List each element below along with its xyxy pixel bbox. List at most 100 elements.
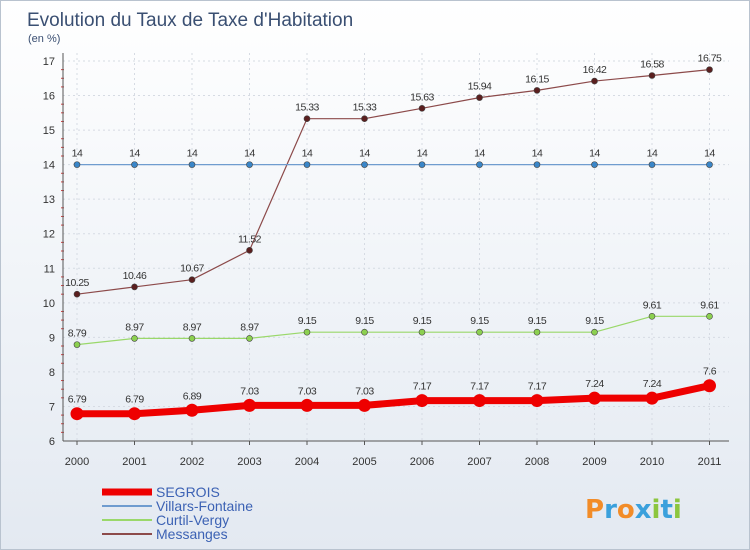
data-point-curtil-vergy [73,341,81,348]
brand-letter: P [585,495,604,525]
data-point-curtil-vergy [131,335,138,342]
series-group [70,66,716,421]
data-label-segrois: 6.89 [183,390,202,402]
chart-title: Evolution du Taux de Taxe d'Habitation [27,10,353,31]
data-label-segrois: 7.03 [355,385,374,397]
data-point-villars-fontaine [73,161,81,168]
brand-letter: t [660,495,672,525]
data-label-messanges: 10.25 [65,277,89,289]
y-tick-label: 6 [49,436,55,448]
brand-text: Proxiti [585,495,682,525]
data-label-segrois: 7.03 [240,385,259,397]
data-label-curtil-vergy: 8.97 [183,321,202,333]
data-point-segrois [588,391,601,405]
data-point-messanges [73,290,81,298]
data-label-curtil-vergy: 9.15 [585,315,604,327]
x-tick-label: 2003 [237,456,261,468]
data-point-messanges [706,66,713,73]
data-label-villars-fontaine: 14 [244,148,255,160]
data-point-messanges [188,276,196,283]
data-label-messanges: 10.46 [123,270,147,282]
data-label-messanges: 11.52 [238,233,262,245]
data-point-curtil-vergy [361,328,368,336]
data-point-curtil-vergy [476,328,483,336]
y-tick-label: 9 [49,332,55,344]
data-point-segrois [128,407,141,421]
y-tick-label: 14 [43,160,55,172]
x-tick-label: 2001 [122,456,146,468]
grid [63,53,729,442]
brand-letter: r [604,495,617,525]
data-label-villars-fontaine: 14 [187,148,198,160]
data-point-messanges [246,247,253,254]
data-label-segrois: 7.24 [585,378,604,390]
data-point-segrois [703,379,716,393]
data-point-villars-fontaine [303,161,311,168]
data-label-villars-fontaine: 14 [647,148,658,160]
y-tick-label: 10 [43,298,55,310]
data-label-messanges: 15.33 [295,102,319,114]
x-tick-label: 2004 [295,456,319,468]
data-label-curtil-vergy: 9.15 [528,315,547,327]
data-label-segrois: 6.79 [68,394,87,406]
data-label-villars-fontaine: 14 [589,148,600,160]
data-label-messanges: 15.94 [468,81,492,93]
x-tick-label: 2006 [410,456,434,468]
data-point-curtil-vergy [188,335,196,342]
data-label-villars-fontaine: 14 [72,148,83,160]
data-label-curtil-vergy: 8.79 [68,328,87,340]
x-tick-label: 2005 [352,456,376,468]
data-label-villars-fontaine: 14 [359,148,370,160]
x-tick-label: 2007 [467,456,491,468]
data-label-segrois: 7.17 [528,381,547,393]
data-label-villars-fontaine: 14 [532,148,543,160]
x-tick-label: 2002 [180,456,204,468]
data-point-villars-fontaine [591,161,598,168]
data-point-messanges [131,283,138,291]
data-point-messanges [648,72,656,79]
y-tick-label: 17 [43,56,55,68]
data-label-curtil-vergy: 9.15 [355,315,374,327]
data-label-segrois: 7.24 [643,378,662,390]
x-tick-label: 2010 [640,456,664,468]
data-label-messanges: 16.42 [583,64,607,76]
data-point-messanges [418,105,426,112]
data-point-segrois [530,394,544,408]
data-label-segrois: 7.17 [470,381,489,393]
data-point-segrois [243,398,256,412]
y-tick-label: 12 [43,229,55,241]
data-label-villars-fontaine: 14 [302,148,313,160]
data-label-segrois: 7.03 [298,385,317,397]
data-label-messanges: 10.67 [180,263,204,275]
brand-letter: o [617,495,635,525]
data-label-messanges: 16.15 [525,73,549,85]
brand-logo: Proxiti [585,495,682,525]
data-point-curtil-vergy [591,328,598,336]
brand-letter: i [673,495,682,525]
data-point-segrois [358,398,371,412]
legend-label: SEGROIS [156,484,220,500]
data-point-segrois [300,398,314,412]
data-point-curtil-vergy [533,328,541,336]
data-label-villars-fontaine: 14 [417,148,428,160]
data-label-messanges: 16.58 [640,59,664,71]
y-tick-label: 7 [49,401,55,413]
series-line-segrois [73,382,713,418]
series-line-curtil-vergy [76,315,711,346]
y-tick-label: 8 [49,367,55,379]
data-label-curtil-vergy: 8.97 [240,321,259,333]
x-tick-label: 2000 [65,456,89,468]
data-label-messanges: 15.63 [410,91,434,103]
data-point-curtil-vergy [246,335,253,342]
data-label-curtil-vergy: 9.61 [700,299,719,311]
data-point-curtil-vergy [418,328,426,336]
data-point-villars-fontaine [533,161,541,168]
y-tick-label: 16 [43,91,55,103]
data-point-curtil-vergy [706,312,713,320]
data-label-curtil-vergy: 9.15 [470,315,489,327]
data-point-curtil-vergy [303,328,311,336]
brand-letter: x [635,495,652,525]
data-point-villars-fontaine [648,161,656,168]
data-label-villars-fontaine: 14 [474,148,485,160]
